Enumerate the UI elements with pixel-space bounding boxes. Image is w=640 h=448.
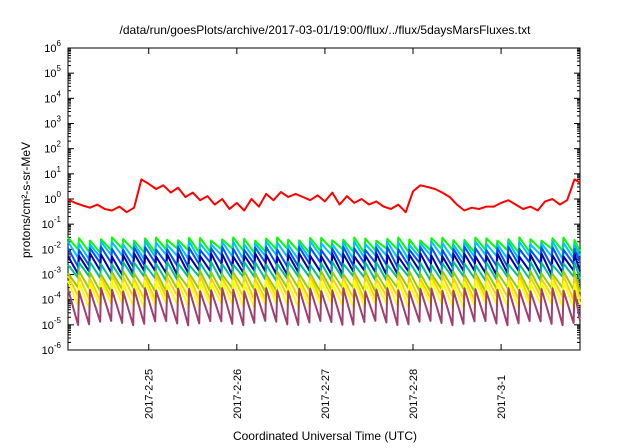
series-group xyxy=(67,178,581,327)
x-tick-label: 2017-2-25 xyxy=(144,369,156,419)
series-line xyxy=(67,178,581,214)
y-tick-label: 10-5 xyxy=(42,316,62,332)
x-tick-label: 2017-2-26 xyxy=(232,369,244,419)
y-tick-label: 100 xyxy=(44,190,61,206)
series-line xyxy=(67,287,581,327)
y-axis-label: protons/cm²-s-sr-MeV xyxy=(19,142,33,258)
y-tick-label: 106 xyxy=(44,39,61,55)
y-tick-label: 10-2 xyxy=(42,240,62,256)
x-axis-label: Coordinated Universal Time (UTC) xyxy=(233,429,417,443)
y-tick-label: 10-4 xyxy=(42,291,62,307)
x-tick-label: 2017-3-1 xyxy=(496,375,508,419)
chart-title: /data/run/goesPlots/archive/2017-03-01/1… xyxy=(120,23,532,37)
y-tick-label: 104 xyxy=(44,89,61,105)
y-tick-label: 10-1 xyxy=(42,215,62,231)
y-tick-label: 103 xyxy=(44,115,61,131)
x-tick-label: 2017-2-28 xyxy=(408,369,420,419)
y-tick-label: 105 xyxy=(44,64,61,80)
y-tick-label: 10-6 xyxy=(42,341,62,357)
x-ticks: 2017-2-25 2017-2-26 2017-2-27 2017-2-28 2017… xyxy=(144,48,508,419)
y-tick-label: 102 xyxy=(44,140,61,156)
x-tick-label: 2017-2-27 xyxy=(320,369,332,419)
y-tick-label: 101 xyxy=(44,165,61,181)
y-tick-label: 10-3 xyxy=(42,266,62,282)
